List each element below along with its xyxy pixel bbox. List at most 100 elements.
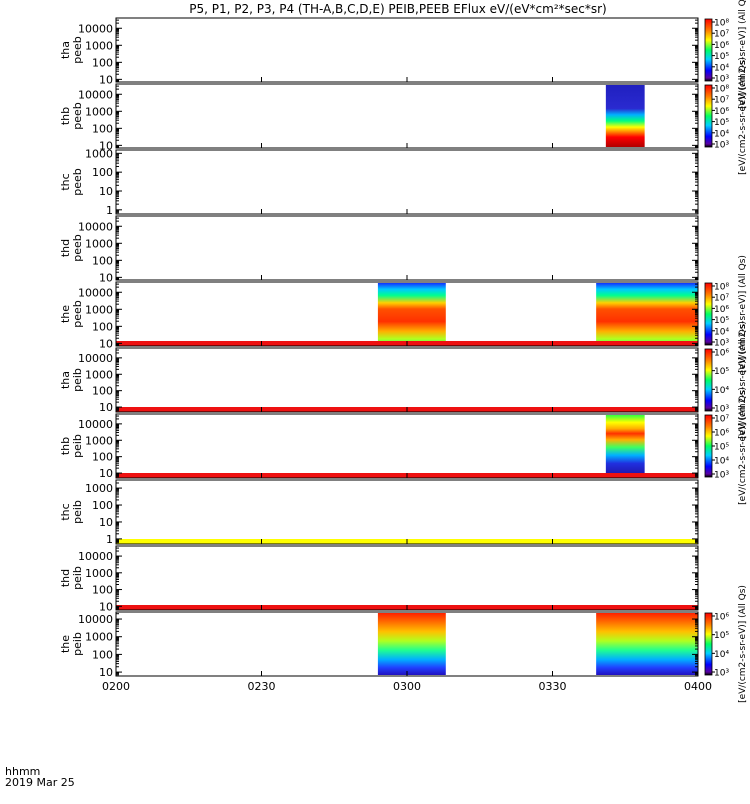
panel-frame — [115, 17, 699, 83]
colorbar-tick-label: 10⁵ — [714, 631, 729, 641]
panel-label-probe: thc — [59, 503, 72, 520]
panel-thc-peib: 1000 100 10 1 thc peib — [59, 479, 699, 546]
panel-thc-peeb: 1000 100 10 1 thc peeb — [59, 147, 699, 217]
colorbar-label: [eV/(cm2-s-sr-eV)] (All Qs) — [738, 321, 748, 439]
y-tick-label: 10 — [99, 139, 113, 152]
y-tick-label: 10000 — [78, 613, 113, 626]
panel-frame — [115, 545, 699, 611]
panel-label-product: peeb — [71, 102, 84, 130]
y-tick-label: 1 — [106, 204, 113, 217]
colorbar-tick-label: 10³ — [714, 669, 729, 679]
y-tick-label: 100 — [92, 584, 113, 597]
colorbar-the-peib — [704, 612, 713, 676]
panel-label-product: peeb — [71, 36, 84, 64]
colorbar-thb-peib — [704, 414, 713, 478]
spectrogram-block-the-peib-1 — [596, 613, 698, 675]
y-tick-label: 10 — [99, 337, 113, 350]
y-tick-label: 10 — [99, 467, 113, 480]
colorbar-tick-label: 10⁸ — [714, 85, 729, 95]
colorbar-tick-label: 10³ — [714, 405, 729, 415]
colorbar-tick-label: 10⁵ — [714, 316, 729, 326]
colorbar-tick-label: 10⁷ — [714, 294, 729, 304]
y-tick-label: 100 — [92, 648, 113, 661]
time-tick-label: 0400 — [684, 680, 712, 693]
panel-label-product: peeb — [71, 300, 84, 328]
y-tick-label: 10 — [99, 185, 113, 198]
panel-label-probe: the — [59, 305, 72, 323]
panel-label-product: peib — [71, 632, 84, 656]
colorbar-label: [eV/(cm2-s-sr-eV)] (All Qs) — [738, 585, 748, 703]
panel-label-probe: the — [59, 635, 72, 653]
panel-frame — [115, 215, 699, 281]
colorbar-tick-label: 10⁷ — [714, 96, 729, 106]
y-tick-label: 1 — [106, 533, 113, 546]
colorbar-tick-label: 10³ — [714, 75, 729, 85]
colorbar-thb-peeb — [704, 84, 713, 148]
time-axis-label-hhmm: hhmm — [5, 765, 40, 778]
y-tick-label: 1000 — [85, 482, 113, 495]
panel-label-product: peib — [71, 500, 84, 524]
y-tick-label: 10000 — [78, 220, 113, 233]
panel-frame — [115, 479, 699, 545]
y-tick-label: 10 — [99, 271, 113, 284]
colorbar-the-peeb — [704, 282, 713, 346]
colorbar-tick-label: 10⁸ — [714, 283, 729, 293]
y-tick-label: 1000 — [85, 105, 113, 118]
y-tick-label: 1000 — [85, 368, 113, 381]
figure-title: P5, P1, P2, P3, P4 (TH-A,B,C,D,E) PEIB,P… — [189, 2, 606, 16]
y-tick-label: 10000 — [78, 22, 113, 35]
colorbar-tick-label: 10⁵ — [714, 367, 729, 377]
panel-label-probe: thb — [59, 107, 72, 125]
time-tick-label: 0230 — [248, 680, 276, 693]
y-tick-label: 100 — [92, 254, 113, 267]
colorbar-tick-label: 10⁵ — [714, 118, 729, 128]
colorbar-tick-label: 10⁶ — [714, 305, 729, 315]
spectrogram-block-the-peib-0 — [377, 613, 446, 675]
time-tick-label: 0330 — [539, 680, 567, 693]
panel-label-probe: thc — [59, 173, 72, 190]
panel-label-product: peib — [71, 566, 84, 590]
colorbar-tha-peeb — [704, 18, 713, 82]
panel-frame — [115, 347, 699, 413]
colorbar-tick-label: 10⁵ — [714, 52, 729, 62]
colorbar-tick-label: 10⁶ — [714, 349, 729, 359]
y-tick-label: 100 — [92, 166, 113, 179]
colorbar-label: [eV/(cm2-s-sr-eV)] (All Qs) — [738, 0, 748, 109]
y-tick-label: 100 — [92, 320, 113, 333]
y-tick-label: 10 — [99, 600, 113, 613]
panel-the-peib: 10000 1000 100 10 the peib 10⁶ 10⁵ 10⁴ 10³ [eV/(cm… — [59, 585, 748, 703]
y-tick-label: 100 — [92, 122, 113, 135]
y-tick-label: 1000 — [85, 567, 113, 580]
y-tick-label: 1000 — [85, 237, 113, 250]
colorbar-tick-label: 10³ — [714, 339, 729, 349]
panel-label-probe: thd — [59, 569, 72, 587]
time-tick-label: 0200 — [102, 680, 130, 693]
panel-tha-peib: 10000 1000 100 10 tha peib 10⁶ 10⁵ 10⁴ 10³ [eV/(cm… — [59, 321, 748, 439]
y-tick-label: 100 — [92, 385, 113, 398]
colorbar-tick-label: 10⁶ — [714, 41, 729, 51]
time-axis-label-date: 2019 Mar 25 — [5, 776, 75, 789]
spectrogram-block-thb-peeb-0 — [605, 85, 645, 147]
y-tick-label: 1000 — [85, 147, 113, 160]
y-tick-label: 10000 — [78, 88, 113, 101]
panel-label-product: peeb — [71, 168, 84, 196]
colorbar-tick-label: 10⁴ — [714, 63, 729, 73]
y-tick-label: 10000 — [78, 418, 113, 431]
y-tick-label: 100 — [92, 451, 113, 464]
colorbar-tick-label: 10⁶ — [714, 429, 729, 439]
panel-label-probe: thb — [59, 437, 72, 455]
colorbar-label: [eV/(cm2-s-sr-eV)] (All Qs) — [738, 255, 748, 373]
colorbar-tick-label: 10⁴ — [714, 327, 729, 337]
y-tick-label: 10 — [99, 73, 113, 86]
colorbar-tick-label: 10³ — [714, 471, 729, 481]
colorbar-tick-label: 10⁴ — [714, 650, 729, 660]
y-tick-label: 1000 — [85, 434, 113, 447]
time-axis: 0200 0230 0300 0330 0400 — [102, 680, 712, 693]
panel-label-probe: thd — [59, 239, 72, 257]
y-tick-label: 10 — [99, 401, 113, 414]
colorbar-tick-label: 10⁷ — [714, 30, 729, 40]
panel-label-probe: tha — [59, 41, 72, 59]
